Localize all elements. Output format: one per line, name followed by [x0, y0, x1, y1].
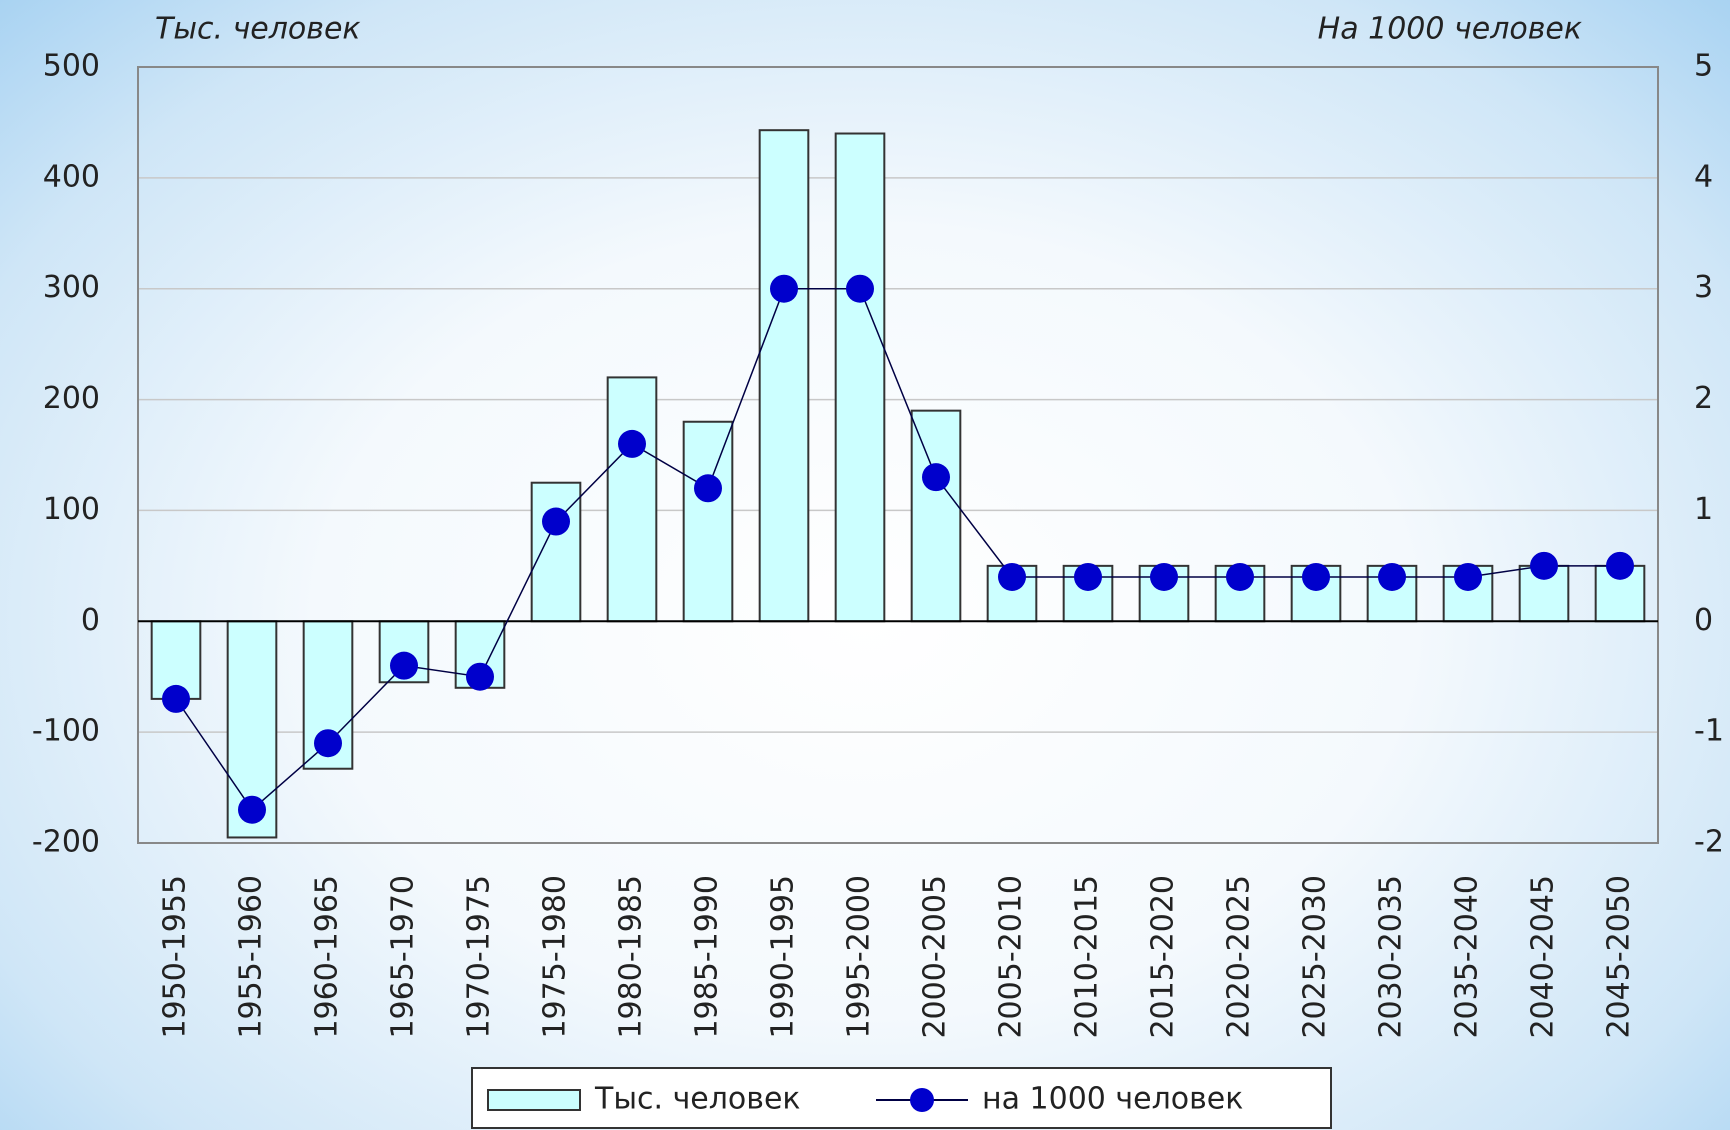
bar [758, 129, 810, 623]
x-tick-label: 2030-2035 [1374, 875, 1409, 1039]
y-tick-label: 500 [43, 49, 100, 84]
marker [1454, 562, 1482, 591]
marker [1302, 562, 1330, 591]
marker [390, 651, 418, 680]
x-tick-label: 1975-1980 [538, 875, 573, 1039]
marker [846, 274, 874, 303]
x-tick-label: 2035-2040 [1450, 875, 1485, 1039]
bar [834, 132, 886, 623]
y-tick-label: 200 [43, 381, 100, 416]
marker [1226, 562, 1254, 591]
x-tick-label: 2045-2050 [1602, 875, 1637, 1039]
marker [922, 463, 950, 492]
x-tick-label: 1990-1995 [766, 875, 801, 1039]
y-tick-label: -100 [32, 714, 100, 749]
y2-tick-label: 0 [1694, 603, 1713, 638]
x-tick-label: 2010-2015 [1070, 875, 1105, 1039]
x-tick-label: 1985-1990 [690, 875, 725, 1039]
y2-tick-label: 1 [1694, 492, 1713, 527]
bar [606, 376, 658, 623]
bar [226, 620, 278, 839]
x-tick-label: 1995-2000 [842, 875, 877, 1039]
x-tick-label: 2040-2045 [1526, 875, 1561, 1039]
x-tick-label: 1970-1975 [462, 875, 497, 1039]
bar [910, 409, 962, 623]
marker [618, 429, 646, 458]
marker [998, 562, 1026, 591]
marker [542, 507, 570, 536]
legend-label: на 1000 человек [982, 1082, 1243, 1117]
marker [1378, 562, 1406, 591]
marker [1074, 562, 1102, 591]
x-tick-label: 1965-1970 [386, 875, 421, 1039]
y2-tick-label: -1 [1694, 714, 1724, 749]
legend-marker [910, 1088, 934, 1112]
y-axis-title: Тыс. человек [155, 12, 361, 47]
x-tick-label: 1950-1955 [158, 875, 193, 1039]
marker [1606, 551, 1634, 580]
x-tick-label: 2005-2010 [994, 875, 1029, 1039]
marker [1530, 551, 1558, 580]
marker [314, 729, 342, 758]
plot-border [137, 66, 1659, 844]
y-tick-label: -200 [32, 825, 100, 860]
marker [1150, 562, 1178, 591]
bar [530, 481, 582, 623]
y-tick-label: 100 [43, 492, 100, 527]
x-tick-label: 2015-2020 [1146, 875, 1181, 1039]
marker [770, 274, 798, 303]
y2-tick-label: 2 [1694, 381, 1713, 416]
y2-tick-label: 3 [1694, 270, 1713, 305]
y-tick-label: 300 [43, 270, 100, 305]
legend-box [471, 1067, 1332, 1129]
marker [466, 662, 494, 691]
marker [162, 684, 190, 713]
marker [694, 474, 722, 503]
legend-swatch [487, 1089, 581, 1111]
x-tick-label: 1960-1965 [310, 875, 345, 1039]
y2-axis-title: На 1000 человек [1318, 12, 1582, 47]
y-tick-label: 400 [43, 159, 100, 194]
y2-tick-label: -2 [1694, 825, 1724, 860]
bar [682, 420, 734, 623]
y2-tick-label: 5 [1694, 49, 1713, 84]
y2-tick-label: 4 [1694, 159, 1713, 194]
marker [238, 795, 266, 824]
legend-label: Тыс. человек [594, 1082, 801, 1117]
x-tick-label: 1980-1985 [614, 875, 649, 1039]
x-tick-label: 1955-1960 [234, 875, 269, 1039]
x-tick-label: 2025-2030 [1298, 875, 1333, 1039]
x-tick-label: 2000-2005 [918, 875, 953, 1039]
y-tick-label: 0 [81, 603, 100, 638]
x-tick-label: 2020-2025 [1222, 875, 1257, 1039]
